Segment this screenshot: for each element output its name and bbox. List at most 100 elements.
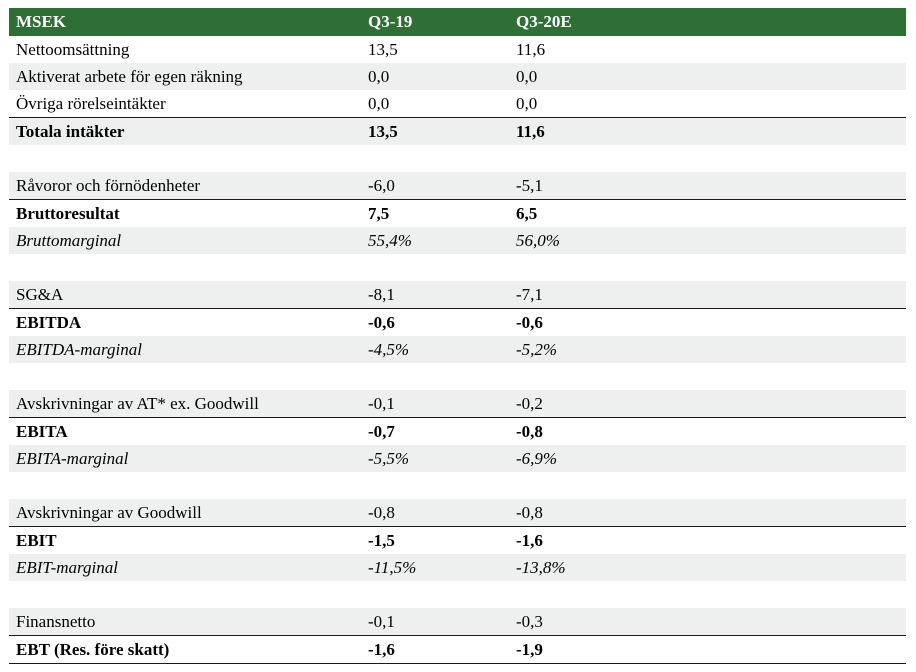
row-label: Bruttoresultat xyxy=(9,199,361,227)
table-row: Aktiverat arbete för egen räkning 0,0 0,0 xyxy=(9,63,906,90)
value-q3-20e: -0,8 xyxy=(509,417,906,445)
value-q3-19 xyxy=(361,145,509,172)
value-q3-19 xyxy=(361,581,509,608)
row-label: EBT (Res. före skatt) xyxy=(9,635,361,664)
income-statement-table: MSEK Q3-19 Q3-20E Nettoomsättning 13,5 11,… xyxy=(9,8,906,664)
value-q3-20e xyxy=(509,363,906,390)
header-row: MSEK Q3-19 Q3-20E xyxy=(9,8,906,36)
value-q3-20e xyxy=(509,254,906,281)
row-label: SG&A xyxy=(9,281,361,309)
table-row: Bruttomarginal 55,4% 56,0% xyxy=(9,227,906,254)
table-row: Övriga rörelseintäkter 0,0 0,0 xyxy=(9,90,906,118)
row-label xyxy=(9,472,361,499)
table-row: EBT (Res. före skatt) -1,6 -1,9 xyxy=(9,635,906,664)
row-label: Avskrivningar av Goodwill xyxy=(9,499,361,527)
value-q3-19 xyxy=(361,472,509,499)
table-body: Nettoomsättning 13,5 11,6 Aktiverat arbete … xyxy=(9,36,906,664)
value-q3-20e: 11,6 xyxy=(509,36,906,63)
value-q3-20e: -5,1 xyxy=(509,172,906,200)
table-row: EBIT -1,5 -1,6 xyxy=(9,526,906,554)
table-row: EBIT-marginal -11,5% -13,8% xyxy=(9,554,906,581)
header-label: MSEK xyxy=(9,8,361,36)
value-q3-20e: -0,6 xyxy=(509,308,906,336)
table-row: Totala intäkter 13,5 11,6 xyxy=(9,117,906,145)
row-label xyxy=(9,363,361,390)
spacer-row xyxy=(9,363,906,390)
value-q3-20e: -0,3 xyxy=(509,608,906,636)
table-row: EBITA-marginal -5,5% -6,9% xyxy=(9,445,906,472)
value-q3-19: 13,5 xyxy=(361,117,509,145)
value-q3-19: 13,5 xyxy=(361,36,509,63)
value-q3-20e: -5,2% xyxy=(509,336,906,363)
value-q3-20e: 56,0% xyxy=(509,227,906,254)
value-q3-19: -6,0 xyxy=(361,172,509,200)
value-q3-20e: 0,0 xyxy=(509,90,906,118)
row-label: EBITA-marginal xyxy=(9,445,361,472)
value-q3-19: -0,1 xyxy=(361,390,509,418)
row-label: Aktiverat arbete för egen räkning xyxy=(9,63,361,90)
table-row: Nettoomsättning 13,5 11,6 xyxy=(9,36,906,63)
spacer-row xyxy=(9,581,906,608)
value-q3-19 xyxy=(361,254,509,281)
row-label: EBIT-marginal xyxy=(9,554,361,581)
header-q3-20e: Q3-20E xyxy=(509,8,906,36)
value-q3-20e: 0,0 xyxy=(509,63,906,90)
header-q3-19: Q3-19 xyxy=(361,8,509,36)
spacer-row xyxy=(9,254,906,281)
value-q3-19: -5,5% xyxy=(361,445,509,472)
row-label: EBITDA-marginal xyxy=(9,336,361,363)
row-label xyxy=(9,581,361,608)
value-q3-19: -0,1 xyxy=(361,608,509,636)
row-label: Totala intäkter xyxy=(9,117,361,145)
row-label: Råvoror och förnödenheter xyxy=(9,172,361,200)
row-label: EBITA xyxy=(9,417,361,445)
row-label xyxy=(9,254,361,281)
value-q3-19: -0,7 xyxy=(361,417,509,445)
table-row: EBITA -0,7 -0,8 xyxy=(9,417,906,445)
value-q3-20e: 6,5 xyxy=(509,199,906,227)
value-q3-19: 0,0 xyxy=(361,63,509,90)
value-q3-19: -0,6 xyxy=(361,308,509,336)
value-q3-20e: 11,6 xyxy=(509,117,906,145)
table-row: Råvoror och förnödenheter -6,0 -5,1 xyxy=(9,172,906,200)
table-row: EBITDA-marginal -4,5% -5,2% xyxy=(9,336,906,363)
table-row: Avskrivningar av AT* ex. Goodwill -0,1 -0,… xyxy=(9,390,906,418)
value-q3-20e: -7,1 xyxy=(509,281,906,309)
value-q3-19: 7,5 xyxy=(361,199,509,227)
financial-table-container: MSEK Q3-19 Q3-20E Nettoomsättning 13,5 11,… xyxy=(9,8,906,664)
row-label: EBIT xyxy=(9,526,361,554)
table-row: EBITDA -0,6 -0,6 xyxy=(9,308,906,336)
row-label: EBITDA xyxy=(9,308,361,336)
value-q3-20e: -6,9% xyxy=(509,445,906,472)
value-q3-20e: -0,2 xyxy=(509,390,906,418)
table-row: Finansnetto -0,1 -0,3 xyxy=(9,608,906,636)
spacer-row xyxy=(9,472,906,499)
value-q3-19: -0,8 xyxy=(361,499,509,527)
row-label xyxy=(9,145,361,172)
spacer-row xyxy=(9,145,906,172)
value-q3-19: -8,1 xyxy=(361,281,509,309)
row-label: Övriga rörelseintäkter xyxy=(9,90,361,118)
value-q3-19: 55,4% xyxy=(361,227,509,254)
value-q3-20e: -0,8 xyxy=(509,499,906,527)
table-header: MSEK Q3-19 Q3-20E xyxy=(9,8,906,36)
row-label: Bruttomarginal xyxy=(9,227,361,254)
row-label: Finansnetto xyxy=(9,608,361,636)
value-q3-20e: -1,6 xyxy=(509,526,906,554)
value-q3-19: -1,5 xyxy=(361,526,509,554)
table-row: Bruttoresultat 7,5 6,5 xyxy=(9,199,906,227)
value-q3-19: 0,0 xyxy=(361,90,509,118)
row-label: Avskrivningar av AT* ex. Goodwill xyxy=(9,390,361,418)
value-q3-20e: -1,9 xyxy=(509,635,906,664)
row-label: Nettoomsättning xyxy=(9,36,361,63)
value-q3-20e xyxy=(509,145,906,172)
value-q3-19: -4,5% xyxy=(361,336,509,363)
value-q3-20e xyxy=(509,581,906,608)
value-q3-20e: -13,8% xyxy=(509,554,906,581)
value-q3-19 xyxy=(361,363,509,390)
table-row: SG&A -8,1 -7,1 xyxy=(9,281,906,309)
value-q3-19: -11,5% xyxy=(361,554,509,581)
value-q3-19: -1,6 xyxy=(361,635,509,664)
table-row: Avskrivningar av Goodwill -0,8 -0,8 xyxy=(9,499,906,527)
value-q3-20e xyxy=(509,472,906,499)
